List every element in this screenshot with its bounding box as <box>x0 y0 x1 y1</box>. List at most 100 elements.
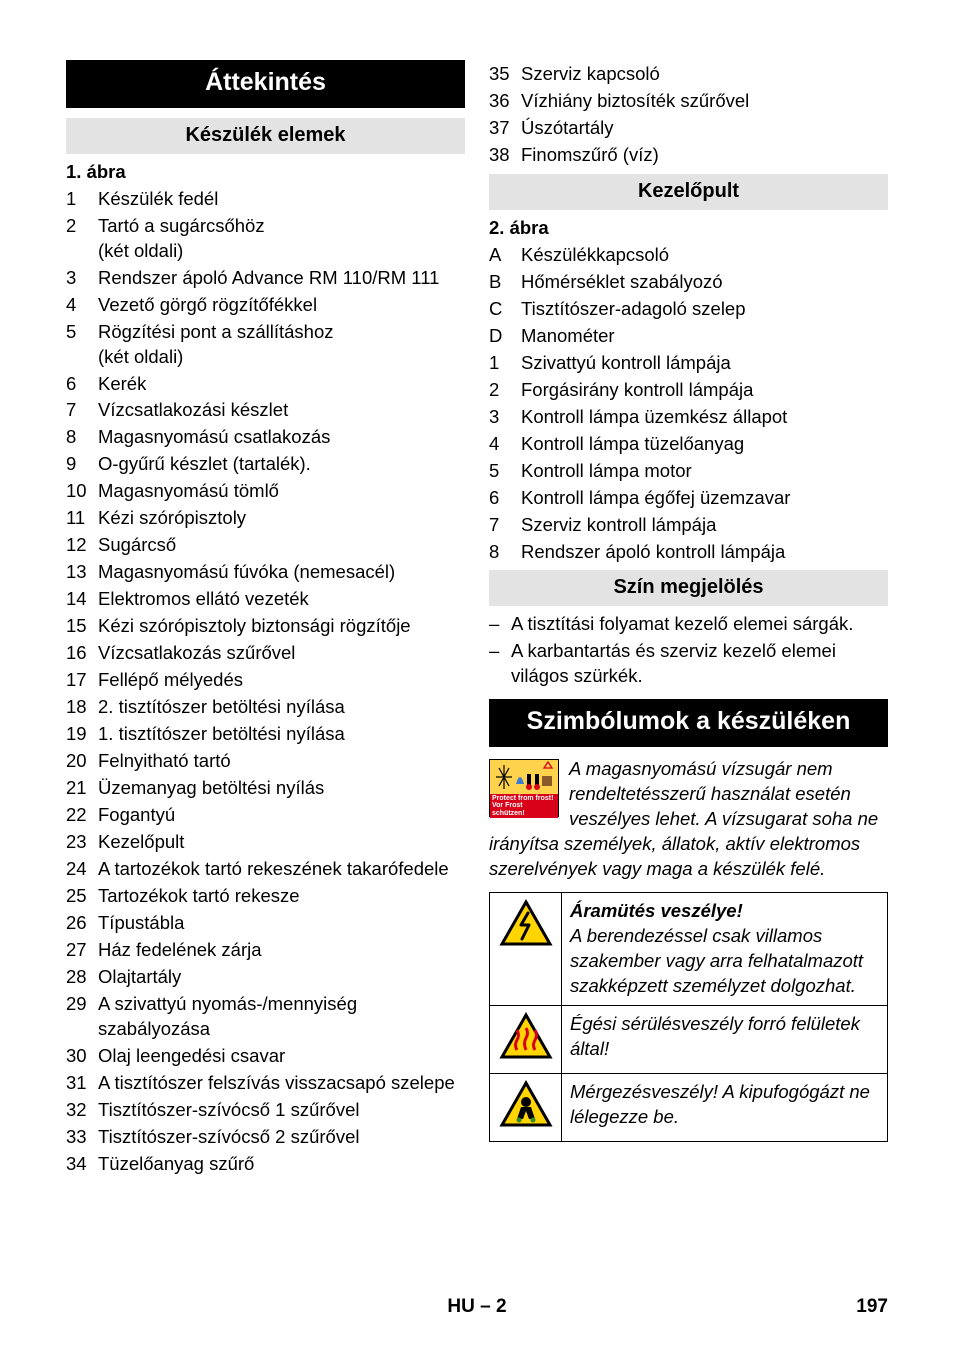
list-item: 22Fogantyú <box>66 803 465 828</box>
item-number: 1 <box>66 187 98 212</box>
color-coding-heading: Szín megjelölés <box>489 570 888 606</box>
item-text: Rendszer ápoló kontroll lámpája <box>521 540 888 565</box>
list-item: 28Olajtartály <box>66 965 465 990</box>
list-item: 29A szivattyú nyomás-/mennyiség szabályo… <box>66 992 465 1042</box>
item-text: Olajtartály <box>98 965 465 990</box>
color-coding-list: –A tisztítási folyamat kezelő elemei sár… <box>489 612 888 689</box>
item-number: 26 <box>66 911 98 936</box>
item-text: Kontroll lámpa üzemkész állapot <box>521 405 888 430</box>
item-number: 24 <box>66 857 98 882</box>
item-text: A tartozékok tartó rekeszének takarófede… <box>98 857 465 882</box>
list-item: 3Kontroll lámpa üzemkész állapot <box>489 405 888 430</box>
hot-warning-icon <box>490 1005 562 1073</box>
item-number: 38 <box>489 143 521 168</box>
item-number: 8 <box>489 540 521 565</box>
danger-symbols-table: Áramütés veszélye!A berendezéssel csak v… <box>489 892 888 1142</box>
item-number: 9 <box>66 452 98 477</box>
item-number: 12 <box>66 533 98 558</box>
item-number: 33 <box>66 1125 98 1150</box>
table-row: Mérgezésveszély! A kipufogógázt ne léleg… <box>490 1073 888 1141</box>
device-elements-list-continued: 35Szerviz kapcsoló36Vízhiány biztosíték … <box>489 62 888 168</box>
list-item: 4Vezető görgő rögzítőfékkel <box>66 293 465 318</box>
item-text: 1. tisztítószer betöltési nyílása <box>98 722 465 747</box>
item-text: Vízcsatlakozási készlet <box>98 398 465 423</box>
item-number: 20 <box>66 749 98 774</box>
item-text: A szivattyú nyomás-/mennyiség szabályozá… <box>98 992 465 1042</box>
list-item: 14Elektromos ellátó vezeték <box>66 587 465 612</box>
list-item: 5Kontroll lámpa motor <box>489 459 888 484</box>
item-text: O-gyűrű készlet (tartalék). <box>98 452 465 477</box>
list-item: 7Szerviz kontroll lámpája <box>489 513 888 538</box>
list-item: 2Forgásirány kontroll lámpája <box>489 378 888 403</box>
list-item: 34Tüzelőanyag szűrő <box>66 1152 465 1177</box>
item-text: Kontroll lámpa motor <box>521 459 888 484</box>
item-text: Magasnyomású fúvóka (nemesacél) <box>98 560 465 585</box>
list-item: 1Szivattyú kontroll lámpája <box>489 351 888 376</box>
item-number: 36 <box>489 89 521 114</box>
item-text: Magasnyomású tömlő <box>98 479 465 504</box>
item-text: Készülékkapcsoló <box>521 243 888 268</box>
item-text: Finomszűrő (víz) <box>521 143 888 168</box>
item-text: A tisztítószer felszívás visszacsapó sze… <box>98 1071 465 1096</box>
item-number: 13 <box>66 560 98 585</box>
list-item: 21Üzemanyag betöltési nyílás <box>66 776 465 801</box>
item-text: Hőmérséklet szabályozó <box>521 270 888 295</box>
item-number: 3 <box>489 405 521 430</box>
item-text: Fogantyú <box>98 803 465 828</box>
list-item: 24A tartozékok tartó rekeszének takarófe… <box>66 857 465 882</box>
item-number: 34 <box>66 1152 98 1177</box>
list-item: 25Tartozékok tartó rekesze <box>66 884 465 909</box>
list-item: 30Olaj leengedési csavar <box>66 1044 465 1069</box>
item-text: Fellépő mélyedés <box>98 668 465 693</box>
item-text: Ház fedelének zárja <box>98 938 465 963</box>
item-text: Forgásirány kontroll lámpája <box>521 378 888 403</box>
device-elements-list: 1Készülék fedél2Tartó a sugárcsőhöz(két … <box>66 187 465 1177</box>
page-footer: HU – 2 197 <box>66 1294 888 1320</box>
item-number: 6 <box>66 372 98 397</box>
item-text: Szerviz kapcsoló <box>521 62 888 87</box>
footer-page-number: 197 <box>856 1294 888 1320</box>
list-item: 1Készülék fedél <box>66 187 465 212</box>
item-text: Kezelőpult <box>98 830 465 855</box>
item-number: 8 <box>66 425 98 450</box>
item-number: 5 <box>66 320 98 370</box>
figure-1-label: 1. ábra <box>66 160 465 185</box>
footer-center: HU – 2 <box>447 1294 506 1320</box>
item-number: 2 <box>489 378 521 403</box>
list-item: –A karbantartás és szerviz kezelő elemei… <box>489 639 888 689</box>
list-item: 37Úszótartály <box>489 116 888 141</box>
list-item: 36Vízhiány biztosíték szűrővel <box>489 89 888 114</box>
item-number: 3 <box>66 266 98 291</box>
list-item: 26Típustábla <box>66 911 465 936</box>
item-text: Kézi szórópisztoly biztonsági rögzítője <box>98 614 465 639</box>
list-item: 35Szerviz kapcsoló <box>489 62 888 87</box>
item-text: Vezető görgő rögzítőfékkel <box>98 293 465 318</box>
item-text: Tüzelőanyag szűrő <box>98 1152 465 1177</box>
item-number: 37 <box>489 116 521 141</box>
item-text: Szerviz kontroll lámpája <box>521 513 888 538</box>
warning-text-cell: Mérgezésveszély! A kipufogógázt ne léleg… <box>562 1073 888 1141</box>
shock-warning-icon <box>490 892 562 1005</box>
item-number: 35 <box>489 62 521 87</box>
item-number: 18 <box>66 695 98 720</box>
item-text: Szivattyú kontroll lámpája <box>521 351 888 376</box>
item-number: 19 <box>66 722 98 747</box>
item-number: 32 <box>66 1098 98 1123</box>
item-number: 21 <box>66 776 98 801</box>
list-item: 7Vízcsatlakozási készlet <box>66 398 465 423</box>
item-text: Üzemanyag betöltési nyílás <box>98 776 465 801</box>
list-item: 31A tisztítószer felszívás visszacsapó s… <box>66 1071 465 1096</box>
table-row: Égési sérülésveszély forró felületek ált… <box>490 1005 888 1073</box>
item-text: A karbantartás és szerviz kezelő elemei … <box>511 639 888 689</box>
item-number: 22 <box>66 803 98 828</box>
item-text: Magasnyomású csatlakozás <box>98 425 465 450</box>
item-text: Tartozékok tartó rekesze <box>98 884 465 909</box>
list-item: 9O-gyűrű készlet (tartalék). <box>66 452 465 477</box>
item-text: Felnyitható tartó <box>98 749 465 774</box>
list-item: 11Kézi szórópisztoly <box>66 506 465 531</box>
item-text: Kontroll lámpa tüzelőanyag <box>521 432 888 457</box>
item-number: 23 <box>66 830 98 855</box>
item-text: Manométer <box>521 324 888 349</box>
item-number: 4 <box>66 293 98 318</box>
list-item: 6Kontroll lámpa égőfej üzemzavar <box>489 486 888 511</box>
